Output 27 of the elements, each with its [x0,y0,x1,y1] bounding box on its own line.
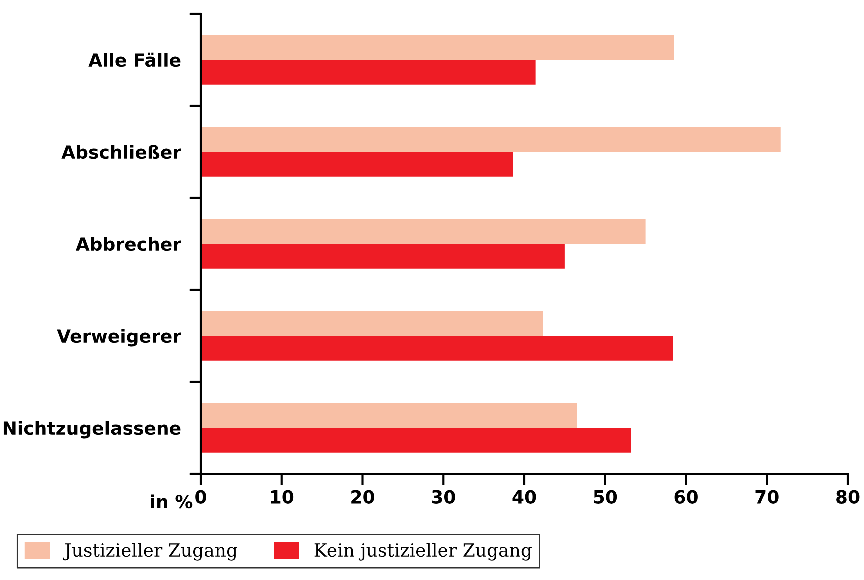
bar [201,428,632,453]
legend-label: Kein justizieller Zugang [314,543,532,561]
x-tick-label: 80 [836,490,860,504]
y-tick-label: Nichtzugelassene [4,421,181,439]
bar [201,244,565,269]
y-tick-label: Abbrecher [76,237,182,252]
x-axis-title: in % [151,494,193,509]
x-tick-label: 50 [594,490,618,504]
x-tick-label: 30 [432,490,456,504]
bar [201,60,536,85]
y-tick-label: Abschließer [62,145,182,160]
y-tick-label: Alle Fälle [88,52,181,68]
x-tick-label: 10 [271,490,294,504]
bar [201,219,646,244]
bar [201,311,544,336]
bar [201,35,674,60]
bar [201,336,674,361]
bar [201,152,514,177]
y-tick-label: Verweigerer [57,329,182,347]
x-tick-label: 60 [674,490,698,504]
x-tick-label: 40 [512,490,536,504]
x-tick-label: 0 [196,490,206,504]
x-tick-label: 20 [352,490,374,504]
x-tick-label: 70 [756,490,779,504]
legend-label: Justizieller Zugang [63,543,238,561]
bar [201,127,781,152]
bar [201,403,578,428]
